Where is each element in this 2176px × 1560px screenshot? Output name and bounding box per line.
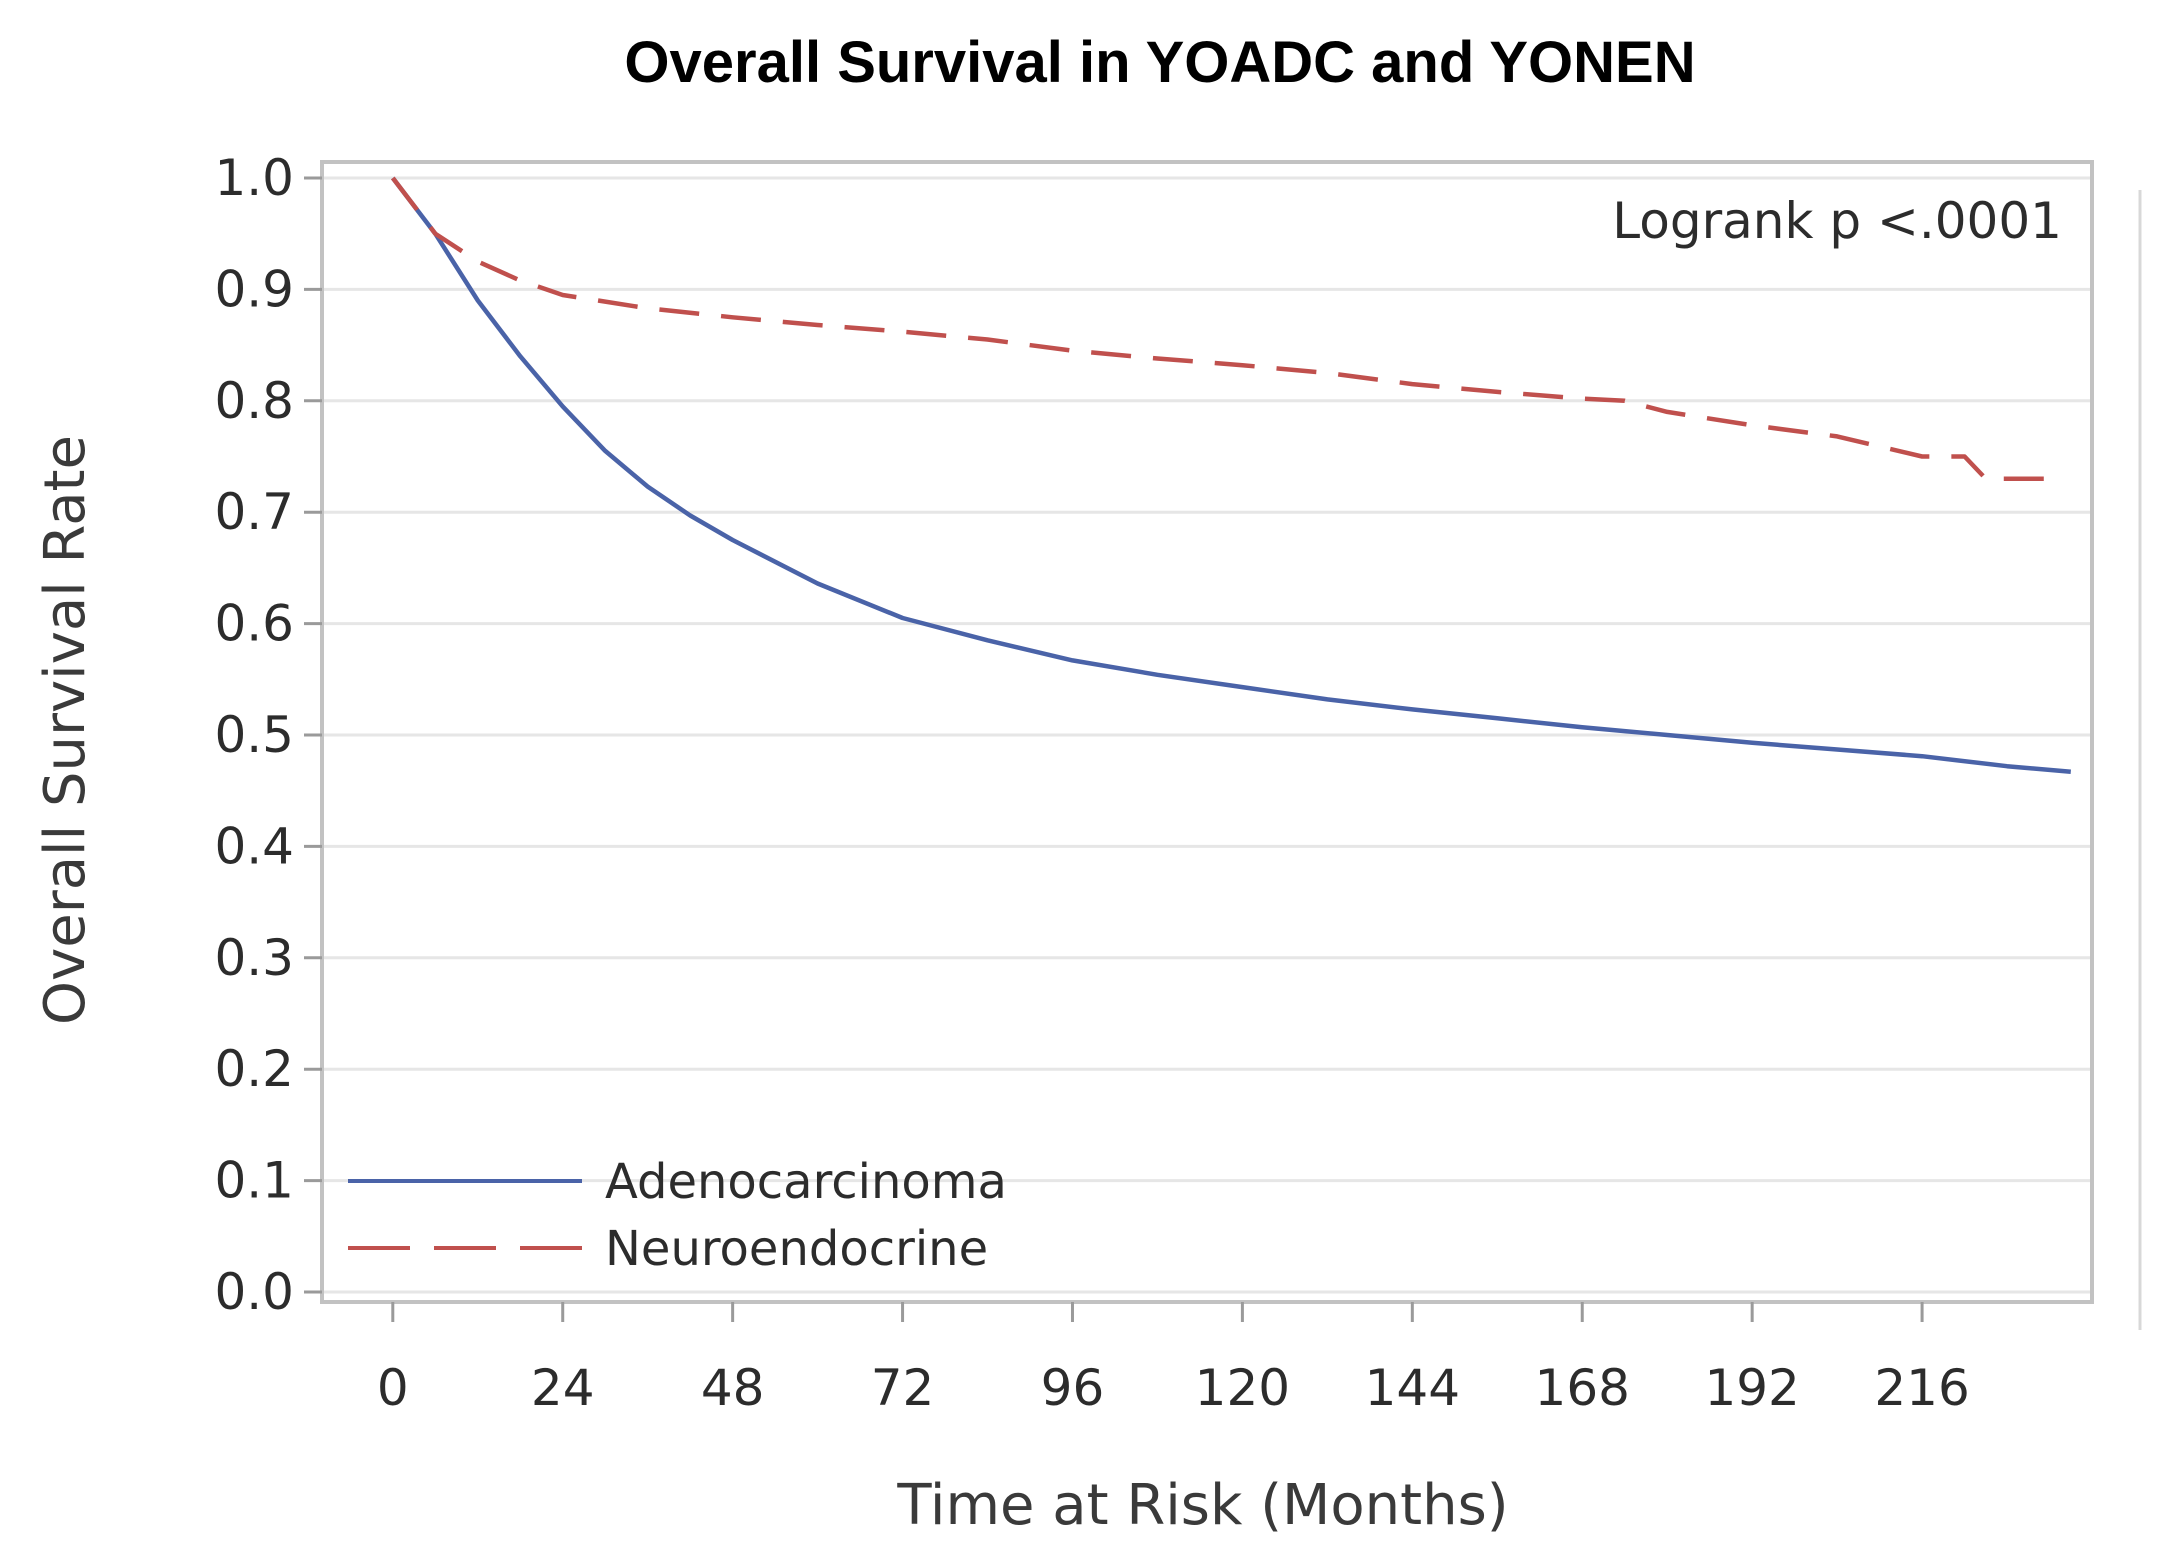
x-tick-label-0: 0 <box>377 1359 409 1417</box>
y-tick-label-2: 0.2 <box>214 1040 294 1098</box>
x-axis-ticks: 0 24 48 72 96 120 144 168 192 216 <box>377 1302 1970 1417</box>
y-tick-label-1: 0.1 <box>214 1152 294 1210</box>
y-tick-label-7: 0.7 <box>214 483 294 541</box>
x-tick-label-6: 144 <box>1365 1359 1460 1417</box>
y-tick-label-10: 1.0 <box>214 149 294 207</box>
legend-label-neuroendocrine: Neuroendocrine <box>605 1221 988 1277</box>
plot-frame <box>320 160 2094 1304</box>
y-tick-label-8: 0.8 <box>214 372 294 430</box>
legend: Adenocarcinoma Neuroendocrine <box>348 1154 1007 1277</box>
gridlines <box>322 176 2092 1294</box>
y-axis-ticks: 0.0 0.1 0.2 0.3 0.4 0.5 0.6 0.7 0.8 0.9 1.0 <box>214 149 322 1321</box>
logrank-annotation: Logrank p <.0001 <box>1612 192 2062 250</box>
x-tick-label-9: 216 <box>1874 1359 1969 1417</box>
x-tick-label-8: 192 <box>1704 1359 1799 1417</box>
x-tick-label-2: 48 <box>701 1359 765 1417</box>
y-tick-label-4: 0.4 <box>214 817 294 875</box>
legend-label-adenocarcinoma: Adenocarcinoma <box>605 1154 1007 1210</box>
series-line-neuroendocrine <box>391 176 2050 482</box>
x-tick-label-7: 168 <box>1535 1359 1630 1417</box>
chart-title: Overall Survival in YOADC and YONEN <box>624 30 1695 95</box>
y-tick-label-0: 0.0 <box>214 1263 294 1321</box>
y-axis-label: Overall Survival Rate <box>33 435 98 1025</box>
x-tick-label-3: 72 <box>871 1359 935 1417</box>
y-tick-label-6: 0.6 <box>214 595 294 653</box>
x-tick-label-5: 120 <box>1195 1359 1290 1417</box>
series-line-adenocarcinoma <box>391 176 2071 775</box>
y-tick-label-9: 0.9 <box>214 260 294 318</box>
y-tick-label-5: 0.5 <box>214 706 294 764</box>
series-lines <box>391 176 2071 775</box>
y-tick-label-3: 0.3 <box>214 929 294 987</box>
x-tick-label-4: 96 <box>1041 1359 1105 1417</box>
x-tick-label-1: 24 <box>531 1359 595 1417</box>
x-axis-label: Time at Risk (Months) <box>896 1473 1508 1538</box>
